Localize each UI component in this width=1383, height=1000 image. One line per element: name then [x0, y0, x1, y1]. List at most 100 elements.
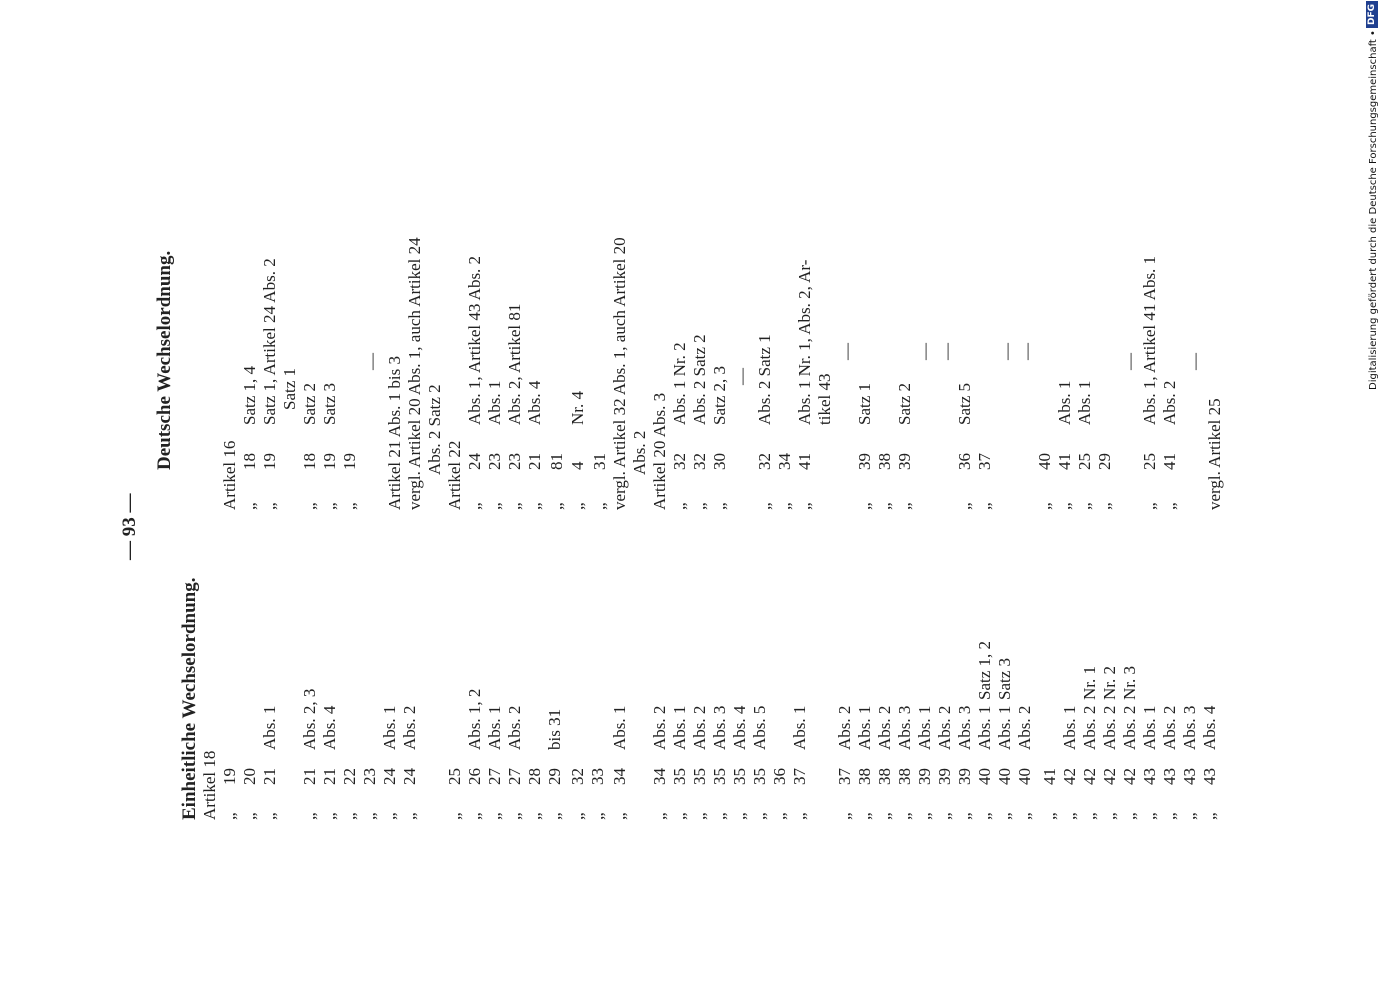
- table-cell: „: [710, 502, 729, 510]
- table-cell: „: [975, 502, 994, 510]
- table-cell: „: [790, 812, 809, 820]
- table-cell: „: [320, 502, 339, 510]
- table-cell: 36: [955, 453, 974, 470]
- table-cell: „: [955, 502, 974, 510]
- table-cell: „: [855, 812, 874, 820]
- table-cell: 41: [1055, 453, 1074, 470]
- table-cell: Abs. 1 Nr. 1, Abs. 2, Ar-: [795, 259, 814, 425]
- table-cell: „: [895, 502, 914, 510]
- table-cell: —: [1017, 343, 1036, 360]
- table-cell: Abs. 2: [400, 705, 419, 750]
- table-cell: —: [1120, 353, 1139, 370]
- table-cell: „: [525, 502, 544, 510]
- table-cell: „: [1200, 812, 1219, 820]
- table-cell: „: [568, 502, 587, 510]
- table-cell: 29: [545, 768, 564, 785]
- table-cell: „: [1040, 812, 1059, 820]
- table-cell: „: [690, 812, 709, 820]
- table-cell: 25: [445, 768, 464, 785]
- credit: Digitalisierung gefördert durch die Deut…: [1368, 30, 1379, 390]
- table-cell: Abs. 1: [1075, 380, 1094, 425]
- table-cell: —: [997, 343, 1016, 360]
- table-cell: 35: [670, 768, 689, 785]
- table-cell: 81: [547, 453, 566, 470]
- table-cell: „: [795, 502, 814, 510]
- table-cell: „: [1035, 502, 1054, 510]
- table-cell: Nr. 1: [1080, 666, 1099, 700]
- table-cell: Abs. 3: [710, 705, 729, 750]
- table-cell: Abs. 1: [1055, 380, 1074, 425]
- table-cell: „: [445, 812, 464, 820]
- table-cell: Abs. 1: [485, 705, 504, 750]
- table-cell: „: [650, 812, 669, 820]
- table-cell: 37: [835, 768, 854, 785]
- table-cell: 19: [220, 768, 239, 785]
- table-cell: „: [770, 812, 789, 820]
- table-cell: Satz 2, 3: [710, 365, 729, 425]
- table-cell: „: [485, 502, 504, 510]
- table-cell: 41: [1160, 453, 1179, 470]
- table-cell: 24: [400, 768, 419, 785]
- table-cell: Abs. 2: [875, 705, 894, 750]
- table-cell: Abs. 1: [975, 705, 994, 750]
- table-cell: Abs. 1: [915, 705, 934, 750]
- table-cell: „: [465, 502, 484, 510]
- table-cell: 40: [1015, 768, 1034, 785]
- table-cell: Abs. 1, Artikel 43 Abs. 2: [465, 255, 484, 425]
- table-cell: 32: [568, 768, 587, 785]
- table-cell: —: [1185, 353, 1204, 370]
- table-cell: „: [1140, 812, 1159, 820]
- table-cell: 29: [1095, 453, 1114, 470]
- table-cell: 23: [360, 768, 379, 785]
- table-cell: 40: [975, 768, 994, 785]
- table-cell: 34: [775, 453, 794, 470]
- table-cell: Abs. 4: [525, 380, 544, 425]
- table-cell: „: [1075, 502, 1094, 510]
- column-title: Deutsche Wechselordnung.: [154, 250, 175, 470]
- table-cell: „: [1095, 502, 1114, 510]
- table-cell: Artikel 22: [445, 440, 464, 510]
- table-cell: „: [568, 812, 587, 820]
- table-cell: 37: [975, 453, 994, 470]
- table-cell: 32: [690, 453, 709, 470]
- table-cell: 32: [755, 453, 774, 470]
- table-cell: 41: [1040, 768, 1059, 785]
- table-cell: 38: [895, 768, 914, 785]
- table-cell: „: [240, 502, 259, 510]
- table-cell: 4: [568, 461, 587, 471]
- table-cell: „: [835, 812, 854, 820]
- table-cell: „: [465, 812, 484, 820]
- table-cell: Abs. 1: [380, 705, 399, 750]
- table-cell: 38: [875, 453, 894, 470]
- table-cell: „: [995, 812, 1014, 820]
- table-cell: Abs. 1, 2: [465, 688, 484, 750]
- table-cell: 43: [1180, 768, 1199, 785]
- table-cell: „: [875, 502, 894, 510]
- table-cell: 30: [710, 453, 729, 470]
- table-cell: „: [260, 502, 279, 510]
- table-cell: „: [875, 812, 894, 820]
- table-cell: Abs. 2: [1015, 705, 1034, 750]
- table-cell: „: [710, 812, 729, 820]
- table-cell: „: [320, 812, 339, 820]
- table-cell: „: [690, 502, 709, 510]
- table-cell: Artikel 18: [200, 750, 219, 820]
- table-cell: „: [755, 502, 774, 510]
- table-cell: Abs. 4: [730, 705, 749, 750]
- table-cell: „: [855, 502, 874, 510]
- table-cell: „: [1080, 812, 1099, 820]
- table-cell: Satz 2: [300, 382, 319, 425]
- table-cell: 28: [525, 768, 544, 785]
- table-cell: „: [750, 812, 769, 820]
- table-cell: Satz 2: [895, 382, 914, 425]
- table-cell: Abs. 2 Satz 2: [425, 384, 444, 475]
- table-cell: 38: [855, 768, 874, 785]
- table-cell: „: [300, 502, 319, 510]
- table-cell: Abs. 1 Nr. 2: [670, 342, 689, 425]
- table-cell: Abs. 2, 3: [300, 688, 319, 750]
- table-cell: Artikel 20 Abs. 3: [650, 392, 669, 510]
- table-cell: tikel 43: [815, 373, 834, 425]
- table-cell: 21: [260, 768, 279, 785]
- table-cell: Abs. 2: [935, 705, 954, 750]
